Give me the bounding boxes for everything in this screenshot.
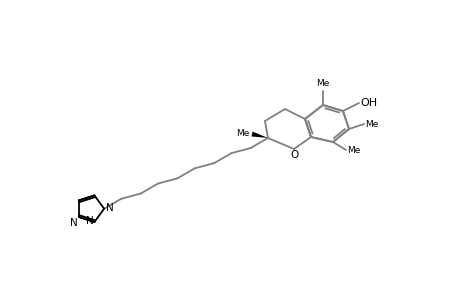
Text: Me: Me [364,119,378,128]
Text: N: N [70,218,78,228]
Text: O: O [290,150,298,160]
Text: N: N [106,203,114,213]
Text: N: N [85,216,93,226]
Text: Me: Me [236,128,249,137]
Text: Me: Me [346,146,359,154]
Polygon shape [251,132,268,138]
Text: OH: OH [359,98,376,108]
Text: Me: Me [316,79,329,88]
